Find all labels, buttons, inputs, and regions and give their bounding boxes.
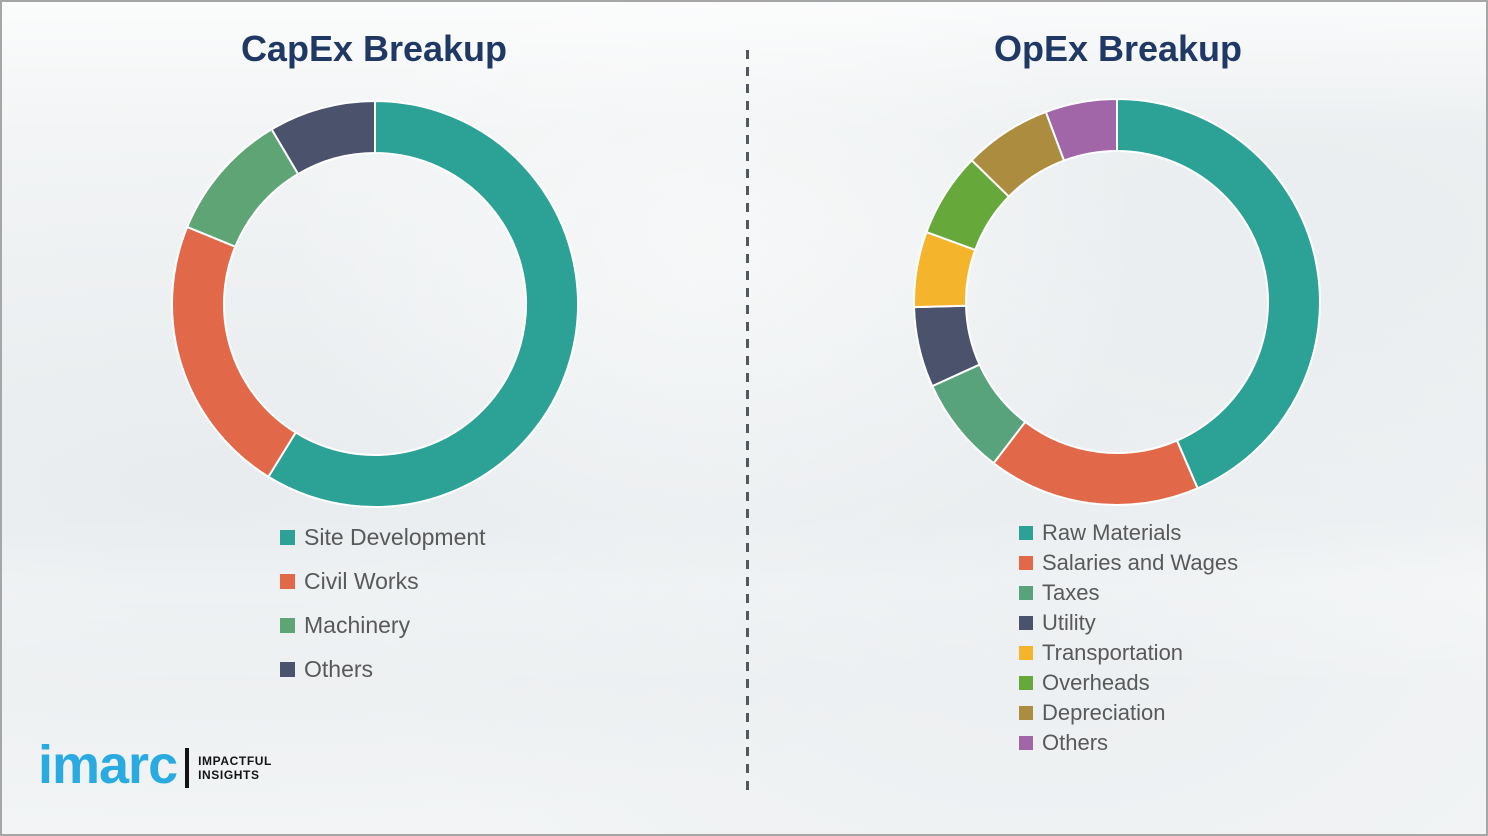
- imarc-logo: imarc IMPACTFUL INSIGHTS: [38, 738, 272, 792]
- legend-swatch-icon: [1019, 646, 1033, 660]
- legend-item-others: Others: [280, 647, 486, 691]
- donut-segment-others: [1044, 97, 1118, 162]
- logo-tagline-line1: IMPACTFUL: [198, 754, 272, 768]
- legend-swatch-icon: [280, 661, 295, 677]
- legend-item-taxes: Taxes: [1019, 578, 1238, 608]
- legend-label: Raw Materials: [1042, 520, 1182, 545]
- dashed-divider: [746, 50, 749, 790]
- legend-item-transportation: Transportation: [1019, 638, 1238, 668]
- opex-panel: OpEx Breakup Raw Materials Salaries and W…: [746, 2, 1486, 834]
- capex-panel: CapEx Breakup Site Development Civil Work…: [2, 2, 746, 834]
- legend-swatch-icon: [280, 617, 295, 633]
- capex-donut-chart: [171, 99, 579, 508]
- legend-item-salaries-and-wages: Salaries and Wages: [1019, 548, 1238, 578]
- imarc-logo-wordmark: imarc: [38, 735, 178, 795]
- capex-legend: Site Development Civil Works Machinery Othe…: [280, 515, 486, 691]
- legend-label: Overheads: [1042, 670, 1150, 695]
- donut-segment-salaries-and-wages: [992, 420, 1199, 506]
- donut-segment-site-development: [267, 99, 579, 508]
- legend-swatch-icon: [280, 573, 295, 589]
- legend-label: Site Development: [304, 523, 486, 550]
- opex-donut-chart: [913, 97, 1321, 506]
- legend-swatch-icon: [1019, 556, 1033, 570]
- legend-swatch-icon: [1019, 736, 1033, 750]
- logo-divider-bar: [185, 748, 190, 788]
- capex-title: CapEx Breakup: [240, 28, 508, 69]
- donut-segment-raw-materials: [1116, 97, 1321, 490]
- legend-label: Others: [304, 655, 374, 682]
- logo-tagline-line2: INSIGHTS: [198, 768, 260, 782]
- opex-title: OpEx Breakup: [993, 28, 1243, 69]
- legend-label: Depreciation: [1042, 700, 1166, 725]
- legend-swatch-icon: [1019, 676, 1033, 690]
- logo-tagline: IMPACTFUL INSIGHTS: [198, 754, 272, 782]
- legend-label: Machinery: [304, 611, 411, 638]
- donut-segment-others: [270, 99, 376, 176]
- legend-label: Taxes: [1042, 580, 1100, 605]
- legend-swatch-icon: [1019, 586, 1033, 600]
- legend-swatch-icon: [1019, 526, 1033, 540]
- legend-item-depreciation: Depreciation: [1019, 698, 1238, 728]
- legend-label: Utility: [1042, 610, 1096, 635]
- legend-swatch-icon: [1019, 616, 1033, 630]
- legend-item-site-development: Site Development: [280, 515, 486, 559]
- donut-segment-civil-works: [171, 225, 298, 479]
- legend-item-others: Others: [1019, 728, 1238, 758]
- legend-label: Transportation: [1042, 640, 1184, 665]
- legend-swatch-icon: [280, 529, 295, 545]
- legend-label: Others: [1042, 730, 1109, 755]
- legend-item-overheads: Overheads: [1019, 668, 1238, 698]
- legend-item-machinery: Machinery: [280, 603, 486, 647]
- legend-label: Salaries and Wages: [1042, 550, 1239, 575]
- legend-item-utility: Utility: [1019, 608, 1238, 638]
- opex-legend: Raw Materials Salaries and Wages Taxes Util…: [1019, 518, 1238, 758]
- legend-label: Civil Works: [304, 567, 419, 594]
- legend-swatch-icon: [1019, 706, 1033, 720]
- legend-item-civil-works: Civil Works: [280, 559, 486, 603]
- legend-item-raw-materials: Raw Materials: [1019, 518, 1238, 548]
